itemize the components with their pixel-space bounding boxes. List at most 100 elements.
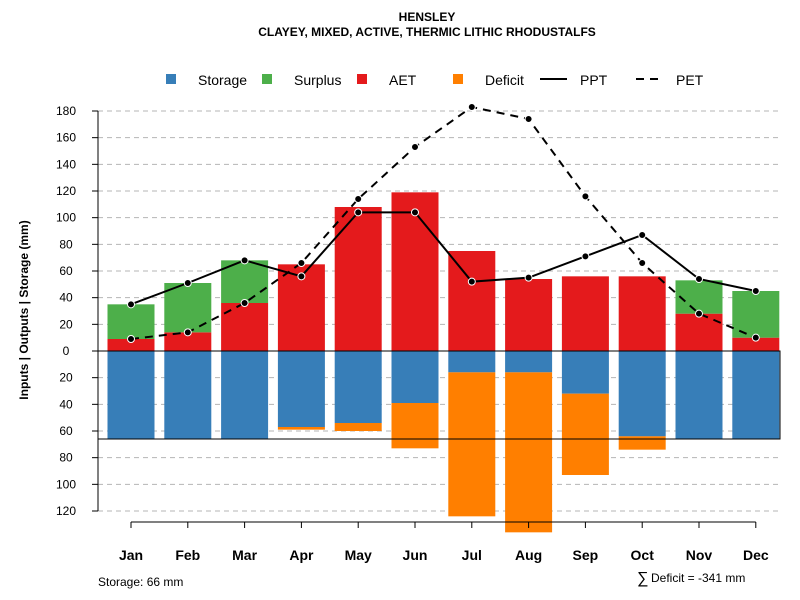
- storage-bar: [221, 351, 269, 440]
- ppt-point: [411, 208, 419, 217]
- surplus-bar: [675, 280, 723, 314]
- pet-point: [354, 194, 363, 203]
- y-axis-label: Inputs | Outputs | Storage (mm): [17, 220, 31, 399]
- deficit-sum-symbol: ∑: [637, 570, 648, 587]
- aet-bar: [732, 337, 780, 351]
- x-tick-label: Oct: [631, 547, 655, 563]
- axes: 180 160 140 120 100 80 60 40 20 0 20 40 60 80 100 120 Ja…: [56, 104, 769, 563]
- aet-bar: [391, 192, 439, 351]
- ppt-legend-label: PPT: [580, 72, 608, 88]
- pet-point: [127, 335, 135, 343]
- deficit-legend-swatch: [453, 74, 463, 84]
- ppt-point: [524, 273, 533, 282]
- deficit-bar: [448, 372, 496, 517]
- surplus-legend-swatch: [262, 74, 272, 84]
- ppt-point: [354, 208, 363, 217]
- x-tick-label: Jun: [403, 547, 428, 563]
- aet-bar: [448, 250, 496, 351]
- x-tick-label: Jan: [119, 547, 143, 563]
- x-tick-label: Nov: [686, 547, 713, 563]
- pet-line: [130, 105, 757, 340]
- x-tick-label: May: [345, 547, 372, 563]
- y-tick-label: 160: [56, 131, 76, 145]
- surplus-bar: [107, 304, 155, 339]
- y-tick-label: 140: [56, 157, 76, 171]
- pet-point: [638, 258, 647, 267]
- x-tick-label: Apr: [289, 547, 314, 563]
- storage-bar: [732, 351, 780, 440]
- storage-bar: [505, 351, 553, 373]
- y-tick-label: 20: [59, 371, 73, 385]
- y-tick-label: 80: [59, 237, 73, 251]
- aet-bar: [107, 339, 155, 351]
- pet-legend-label: PET: [676, 72, 704, 88]
- ppt-line: [130, 211, 757, 306]
- deficit-bar: [505, 372, 553, 533]
- lines: [127, 102, 760, 343]
- aet-bar: [221, 302, 269, 351]
- bars: [97, 192, 781, 533]
- y-tick-label: 80: [59, 451, 73, 465]
- aet-legend-swatch: [357, 74, 367, 84]
- pet-point: [695, 309, 703, 318]
- aet-bar: [505, 278, 553, 351]
- storage-bar: [277, 351, 325, 428]
- y-tick-label: 120: [56, 184, 76, 198]
- aet-bar: [675, 313, 723, 351]
- pet-point: [467, 102, 476, 111]
- deficit-bar: [277, 427, 325, 430]
- pet-point: [524, 114, 533, 123]
- y-tick-label: 40: [59, 291, 73, 305]
- y-tick-label: 180: [56, 104, 76, 118]
- y-tick-label: 60: [59, 264, 73, 278]
- storage-legend-swatch: [166, 74, 176, 84]
- ppt-point: [467, 277, 476, 286]
- surplus-legend-label: Surplus: [294, 72, 341, 88]
- x-tick-label: Feb: [175, 547, 200, 563]
- ppt-point: [297, 272, 306, 281]
- aet-bar: [618, 276, 666, 351]
- x-tick-label: Jul: [462, 547, 482, 563]
- deficit-bar: [334, 423, 382, 432]
- storage-bar: [334, 351, 382, 424]
- x-tick-label: Aug: [515, 547, 542, 563]
- storage-bar: [561, 351, 609, 394]
- deficit-legend-label: Deficit: [485, 72, 524, 88]
- y-tick-label: 20: [59, 317, 73, 331]
- aet-legend-label: AET: [389, 72, 417, 88]
- ppt-point: [638, 230, 647, 239]
- deficit-bar: [391, 403, 439, 449]
- ppt-point: [751, 286, 760, 295]
- x-tick-label: Mar: [232, 547, 257, 563]
- x-tick-label: Sep: [573, 547, 599, 563]
- aet-bar: [561, 276, 609, 351]
- pet-point: [240, 298, 249, 307]
- ppt-point: [581, 252, 590, 261]
- deficit-footnote: Deficit = -341 mm: [651, 571, 745, 585]
- y-tick-label: 100: [56, 477, 76, 491]
- pet-point: [411, 142, 419, 151]
- ppt-point: [240, 256, 249, 265]
- chart-title: HENSLEY: [399, 10, 456, 24]
- gridlines: [98, 110, 780, 512]
- storage-bar: [164, 351, 212, 440]
- ppt-point: [127, 300, 135, 309]
- storage-bar: [391, 351, 439, 404]
- legend: Storage Surplus AET Deficit PPT PET: [166, 72, 704, 88]
- deficit-bar: [561, 393, 609, 476]
- ppt-point: [695, 274, 703, 283]
- pet-point: [183, 328, 192, 337]
- ppt-point: [183, 278, 192, 287]
- y-tick-label: 60: [59, 424, 73, 438]
- storage-bar: [618, 351, 666, 437]
- pet-point: [581, 192, 590, 201]
- x-tick-label: Dec: [743, 547, 769, 563]
- y-tick-label: 120: [56, 504, 76, 518]
- storage-footnote: Storage: 66 mm: [98, 575, 183, 589]
- storage-legend-label: Storage: [198, 72, 247, 88]
- aet-bar: [164, 332, 212, 351]
- storage-bar: [448, 351, 496, 373]
- surplus-bar: [732, 290, 780, 338]
- y-tick-label: 0: [63, 344, 70, 358]
